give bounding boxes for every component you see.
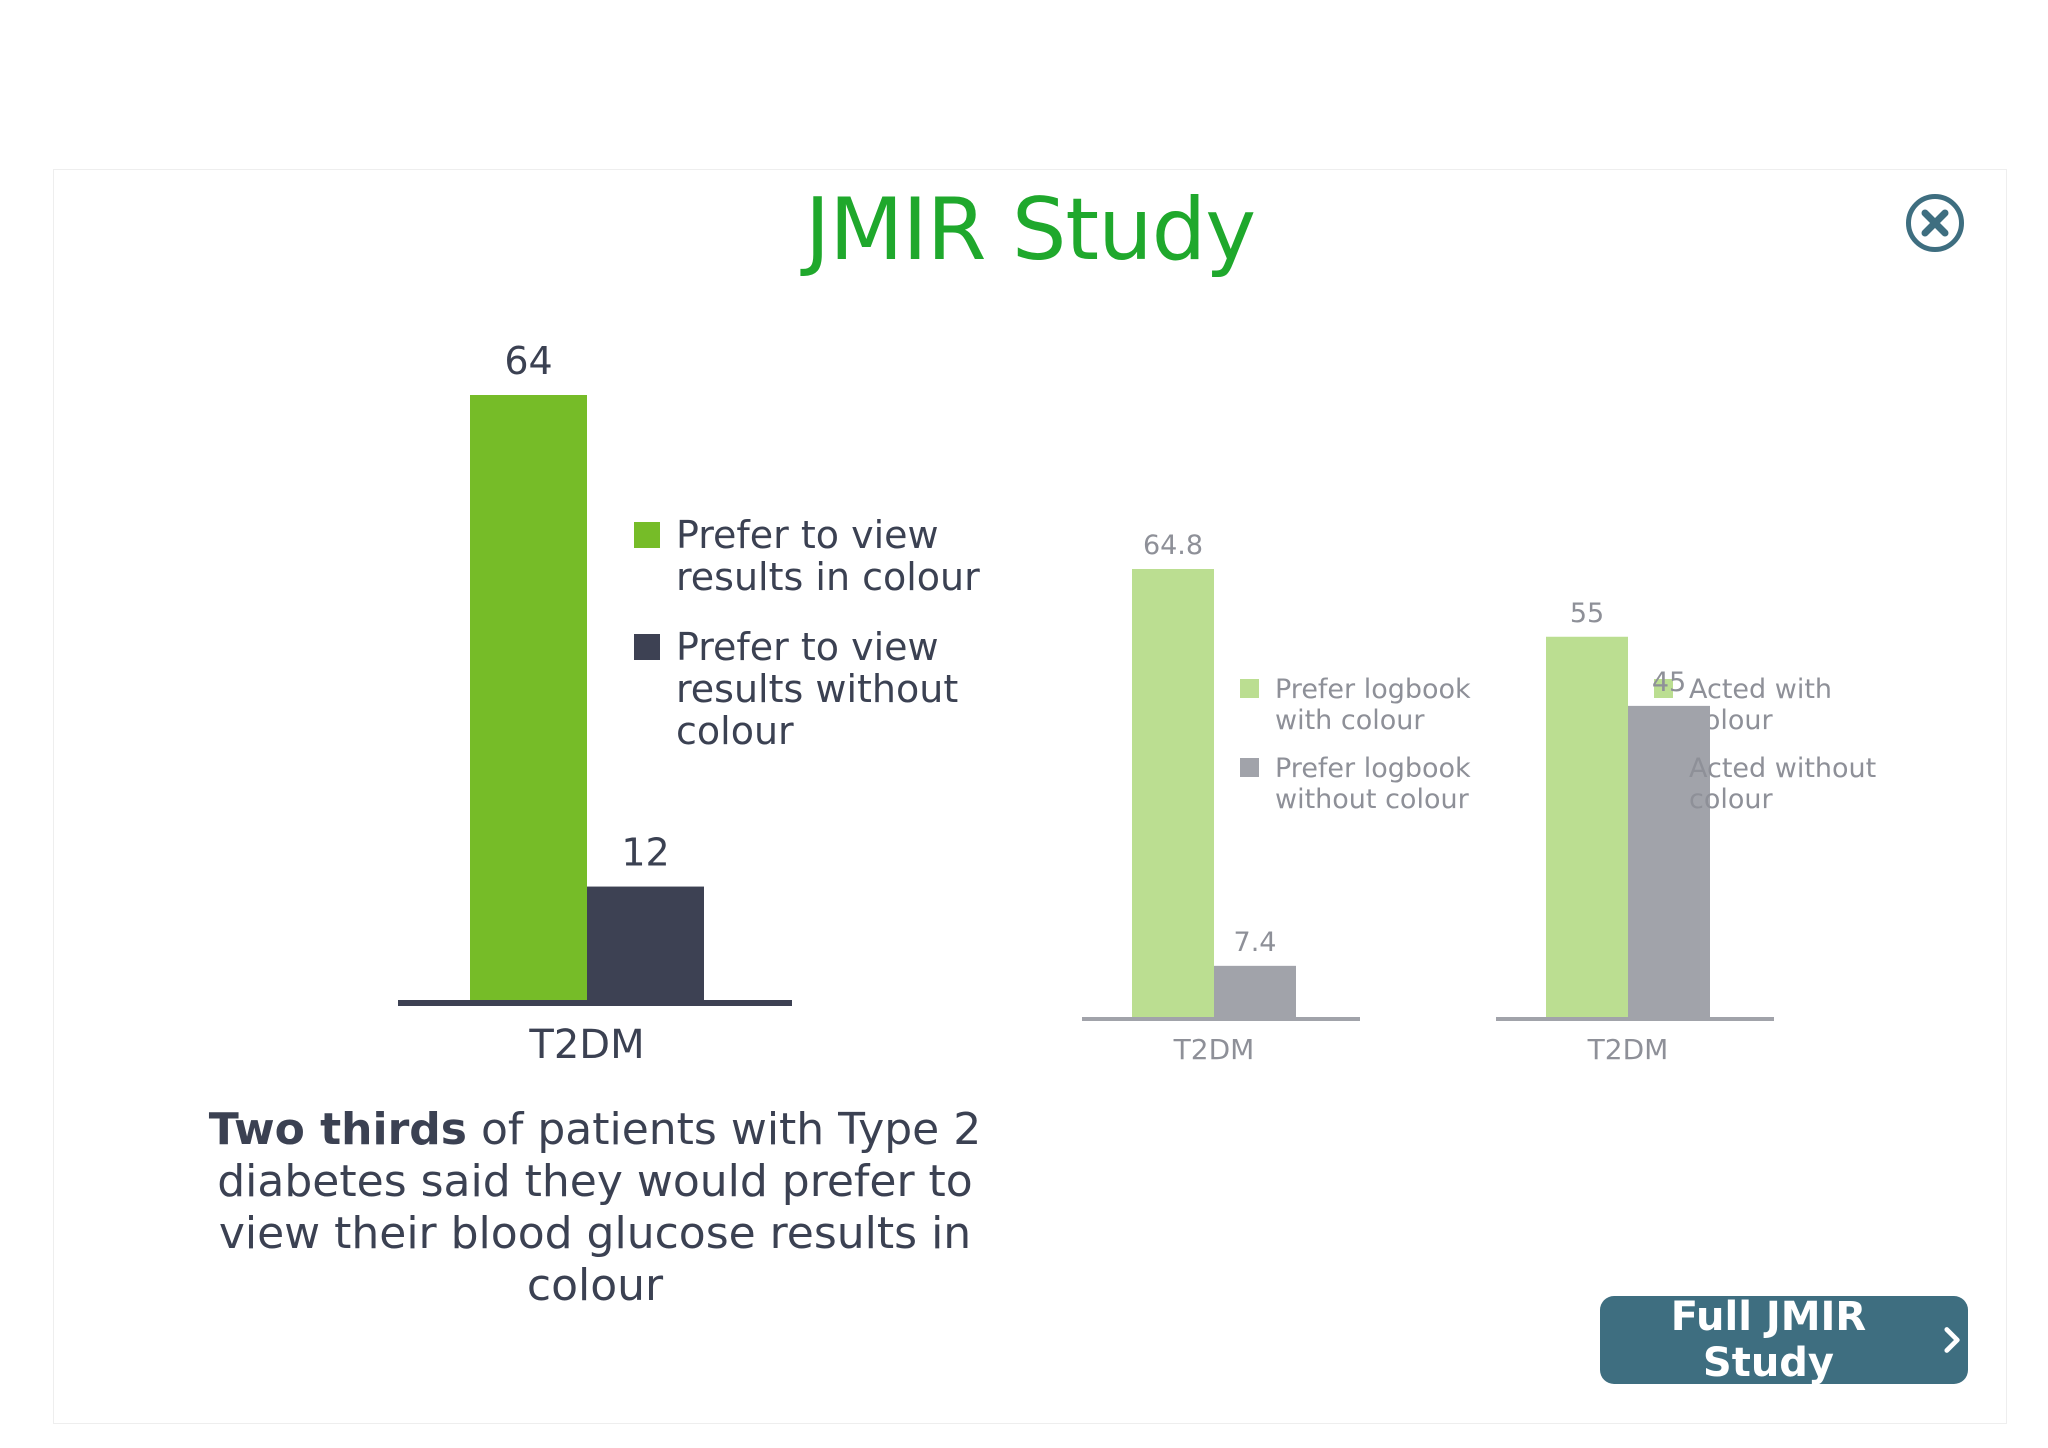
full-study-label: Full JMIR Study — [1670, 1294, 1867, 1386]
data-label: 64.8 — [1143, 530, 1203, 561]
legend-entry: Prefer logbook with colour — [1275, 674, 1471, 736]
data-label: 12 — [621, 831, 669, 875]
bar — [470, 395, 587, 1000]
data-label: 55 — [1570, 598, 1604, 629]
legend-entry: Prefer logbook without colour — [1275, 753, 1471, 815]
legend-swatch — [1654, 758, 1673, 777]
data-label: 64 — [504, 339, 552, 383]
legend-entry: Acted with colour — [1689, 674, 1832, 736]
bar — [1132, 569, 1214, 1017]
bar — [1214, 965, 1296, 1017]
x-tick-label: T2DM — [1587, 1033, 1669, 1066]
x-tick-label: T2DM — [528, 1022, 644, 1068]
legend-swatch — [1240, 758, 1259, 777]
legend-entry: Prefer to view results without colour — [676, 625, 958, 753]
legend-swatch — [634, 634, 660, 660]
legend-entry: Acted without colour — [1689, 753, 1876, 815]
legend-swatch — [634, 522, 660, 548]
bar — [1628, 705, 1710, 1017]
summary-caption: Two thirds of patients with Type 2 diabe… — [160, 1104, 1030, 1312]
chevron-right-icon — [1944, 1327, 1960, 1353]
caption-rest: of patients with Type 2 diabetes said th… — [217, 1104, 982, 1311]
caption-bold: Two thirds — [208, 1104, 467, 1155]
data-label: 7.4 — [1234, 927, 1277, 958]
bar — [1546, 636, 1628, 1017]
page-title: JMIR Study — [804, 180, 1256, 280]
legend-swatch — [1240, 679, 1259, 698]
data-label: 45 — [1652, 667, 1686, 698]
close-icon — [1921, 209, 1949, 237]
legend-entry: Prefer to view results in colour — [676, 513, 980, 599]
bar — [587, 886, 704, 1000]
close-button[interactable] — [1906, 194, 1964, 252]
legend-swatch — [1654, 679, 1673, 698]
x-tick-label: T2DM — [1173, 1033, 1255, 1066]
full-study-button[interactable]: Full JMIR Study — [1600, 1294, 1968, 1386]
